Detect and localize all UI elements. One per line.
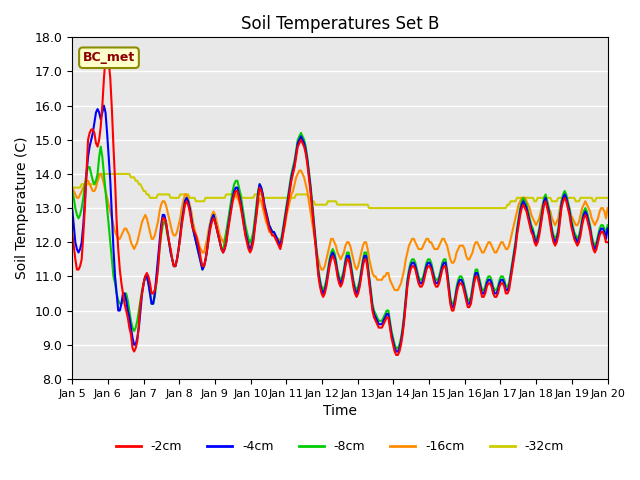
Title: Soil Temperatures Set B: Soil Temperatures Set B xyxy=(241,15,439,33)
X-axis label: Time: Time xyxy=(323,404,357,418)
Text: BC_met: BC_met xyxy=(83,51,135,64)
Y-axis label: Soil Temperature (C): Soil Temperature (C) xyxy=(15,137,29,279)
Legend: -2cm, -4cm, -8cm, -16cm, -32cm: -2cm, -4cm, -8cm, -16cm, -32cm xyxy=(111,435,569,458)
